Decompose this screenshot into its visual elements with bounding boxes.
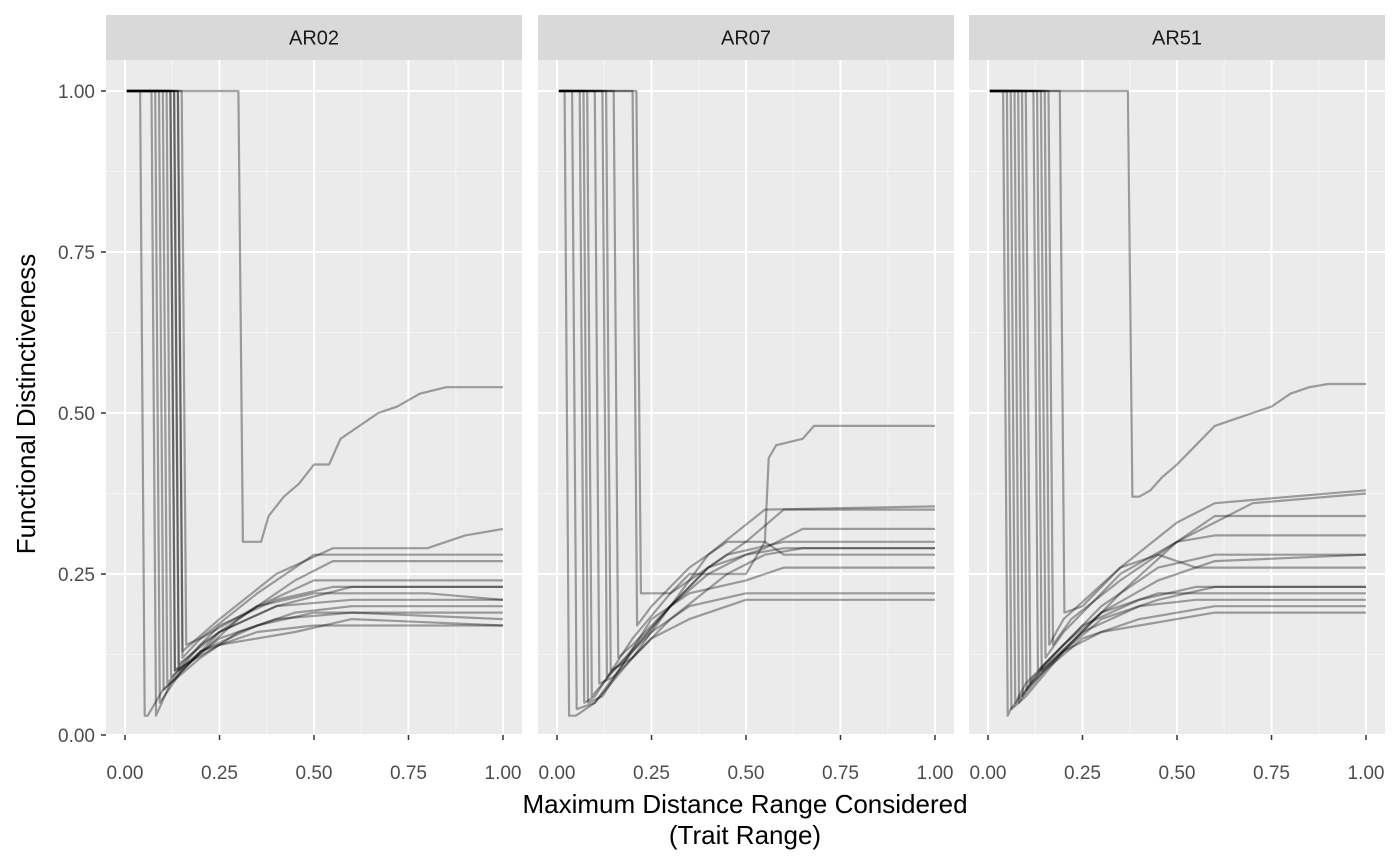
series-line-AR07-8 <box>558 89 935 672</box>
facet-strip <box>538 15 954 60</box>
facet-strip <box>969 15 1385 60</box>
series-line-AR51-13 <box>989 89 1366 614</box>
series-line-AR02-13 <box>126 89 504 672</box>
series-line-AR51-2 <box>989 89 1366 711</box>
series-line-AR51-6 <box>989 89 1366 691</box>
facet-panel-AR51: AR51 0.00 0.25 0.50 0.75 1.00 <box>969 15 1385 784</box>
y-tick-label: 0.25 <box>58 565 95 586</box>
x-tick-label: 1.00 <box>1348 763 1385 784</box>
x-tick-label: 0.00 <box>970 763 1007 784</box>
series-line-AR51-5 <box>989 89 1366 698</box>
series-line-AR51-7 <box>989 89 1367 685</box>
facet-strip-label: AR51 <box>1152 28 1202 50</box>
x-axis-title-line1: Maximum Distance Range Considered <box>522 789 967 819</box>
y-tick-label: 0.75 <box>58 243 95 264</box>
x-tick-label: 0.50 <box>296 763 333 784</box>
series-line-AR02-11 <box>126 89 504 653</box>
series-line-AR51-11 <box>989 89 1367 646</box>
x-tick-label: 1.00 <box>485 763 522 784</box>
facet-panel-AR02: AR02 0.00 0.25 0.50 0.75 1.00 <box>106 15 522 784</box>
facet-strip-label: AR07 <box>721 28 771 50</box>
x-tick-label: 0.50 <box>1159 763 1196 784</box>
y-tick-label: 0.50 <box>58 404 95 425</box>
series-line-AR07-7 <box>558 89 935 679</box>
facet-strip-label: AR02 <box>289 28 339 50</box>
x-tick-label: 0.00 <box>107 763 144 784</box>
x-tick-label: 1.00 <box>917 763 954 784</box>
y-axis-title: Functional Distinctiveness <box>11 254 41 555</box>
series-line-AR07-9 <box>558 89 936 659</box>
x-tick-label: 0.75 <box>390 763 427 784</box>
series-line-AR07-1 <box>558 89 935 717</box>
series-line-AR02-10 <box>126 89 503 646</box>
x-tick-label: 0.75 <box>1253 763 1290 784</box>
series-line-AR02-14 <box>126 89 503 543</box>
series-line-AR02-7 <box>126 89 503 672</box>
series-line-AR07-5 <box>558 89 935 698</box>
series-line-AR02-12 <box>126 89 503 666</box>
x-axis-title-line2: (Trait Range) <box>669 820 821 850</box>
series-line-AR51-10 <box>989 89 1366 659</box>
series-line-AR07-6 <box>558 89 935 685</box>
x-tick-label: 0.25 <box>1064 763 1101 784</box>
y-tick-label: 1.00 <box>58 82 95 103</box>
series-line-AR51-4 <box>989 89 1366 704</box>
x-tick-label: 0.25 <box>633 763 670 784</box>
series-line-AR02-3 <box>126 89 503 704</box>
series-line-AR07-11 <box>558 89 935 595</box>
series-line-AR51-8 <box>989 89 1366 672</box>
series-line-AR07-2 <box>558 89 935 711</box>
x-tick-label: 0.50 <box>728 763 765 784</box>
y-tick-label: 0.00 <box>58 726 95 747</box>
series-line-AR51-9 <box>989 89 1366 672</box>
series-line-AR51-14 <box>989 89 1366 498</box>
x-tick-label: 0.25 <box>201 763 238 784</box>
series-line-AR02-4 <box>126 89 503 691</box>
series-line-AR07-3 <box>558 89 935 704</box>
series-line-AR02-2 <box>126 89 503 717</box>
series-line-AR51-12 <box>989 89 1367 646</box>
series-line-AR51-3 <box>989 89 1366 704</box>
facet-panel-AR07: AR07 0.00 0.25 0.50 0.75 1.00 <box>538 15 954 784</box>
series-line-AR07-10 <box>558 89 935 627</box>
series-line-AR07-4 <box>558 89 935 704</box>
series-line-AR02-6 <box>126 89 503 679</box>
series-line-AR02-5 <box>126 89 504 685</box>
series-line-AR02-1 <box>126 89 503 717</box>
x-tick-label: 0.75 <box>822 763 859 784</box>
series-line-AR51-1 <box>989 89 1366 717</box>
series-line-AR02-8 <box>126 89 504 672</box>
facet-strip <box>106 15 522 60</box>
series-line-AR02-9 <box>126 89 503 659</box>
x-tick-label: 0.00 <box>539 763 576 784</box>
